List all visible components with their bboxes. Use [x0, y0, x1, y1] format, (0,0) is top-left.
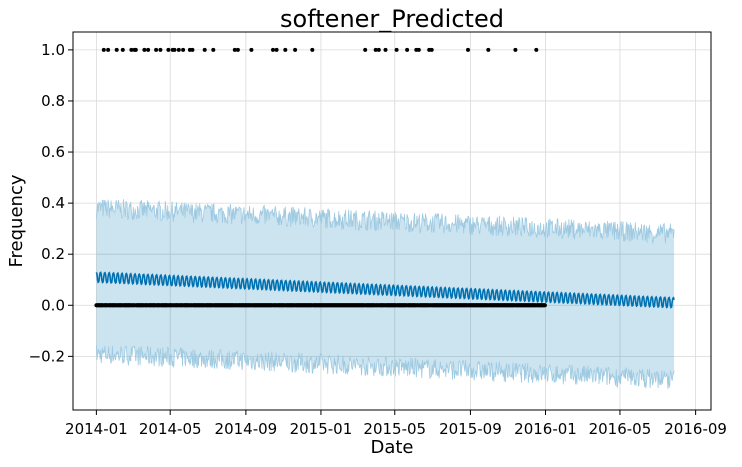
- x-tick-label: 2015-05: [363, 420, 426, 438]
- x-tick-label: 2015-01: [290, 420, 353, 438]
- observed-point: [133, 47, 138, 52]
- y-axis-label: Frequency: [6, 174, 27, 267]
- observed-point: [235, 47, 240, 52]
- observed-point: [211, 47, 216, 52]
- x-tick-label: 2014-05: [139, 420, 202, 438]
- observed-point: [293, 47, 298, 52]
- plot-area-frame: [72, 31, 712, 411]
- y-tick-label: 1.0: [41, 41, 65, 59]
- observed-point: [166, 47, 171, 52]
- observed-point: [486, 47, 491, 52]
- x-tick-label: 2015-09: [439, 420, 502, 438]
- observed-points: [94, 47, 547, 308]
- y-axis-ticks: −0.2 0.0 0.2 0.4 0.6 0.8 1.0: [29, 41, 73, 365]
- x-tick-label: 2016-01: [514, 420, 577, 438]
- observed-point: [513, 47, 518, 52]
- observed-point: [542, 303, 547, 308]
- observed-point: [129, 47, 134, 52]
- observed-point: [190, 47, 195, 52]
- x-tick-label: 2016-05: [589, 420, 652, 438]
- y-tick-label: 0.0: [41, 296, 65, 314]
- uncertainty-fill: [96, 199, 675, 389]
- observed-point: [429, 47, 434, 52]
- observed-point: [114, 47, 119, 52]
- observed-point: [146, 47, 151, 52]
- observed-point: [363, 47, 368, 52]
- observed-point: [249, 47, 254, 52]
- observed-point: [106, 47, 111, 52]
- observed-point: [202, 47, 207, 52]
- observed-point: [283, 47, 288, 52]
- observed-point: [120, 47, 125, 52]
- observed-point: [310, 47, 315, 52]
- observed-point: [154, 47, 159, 52]
- observed-point: [232, 47, 237, 52]
- observed-point: [383, 47, 388, 52]
- y-tick-label: 0.6: [41, 143, 65, 161]
- observed-point: [394, 47, 399, 52]
- observed-point: [466, 47, 470, 52]
- y-tick-label: 0.8: [41, 92, 65, 110]
- observed-point: [373, 47, 378, 52]
- observed-point: [172, 47, 177, 52]
- lower-bound-line: [96, 345, 675, 389]
- observed-point: [416, 47, 421, 52]
- x-tick-label: 2016-09: [664, 420, 727, 438]
- x-tick-label: 2014-09: [215, 420, 278, 438]
- forecast-line: [95, 271, 675, 309]
- forecast-line-path: [95, 271, 675, 309]
- x-axis-ticks: 2014-01 2014-05 2014-09 2015-01 2015-05 2015-…: [65, 410, 727, 438]
- observed-point: [405, 47, 410, 52]
- observed-point: [271, 47, 275, 52]
- observed-point: [142, 47, 147, 52]
- x-tick-label: 2014-01: [65, 420, 128, 438]
- x-axis-label: Date: [370, 437, 413, 458]
- observed-point: [274, 47, 279, 52]
- observed-point: [176, 47, 181, 52]
- chart-title: softener_Predicted: [280, 5, 504, 33]
- y-tick-label: 0.4: [41, 194, 65, 212]
- y-tick-label: −0.2: [29, 347, 65, 365]
- y-tick-label: 0.2: [41, 245, 65, 263]
- observed-point: [376, 47, 381, 52]
- observed-point: [181, 47, 186, 52]
- observed-point: [101, 47, 106, 52]
- observed-point: [158, 47, 163, 52]
- uncertainty-band: [96, 199, 675, 389]
- observed-point: [534, 47, 539, 52]
- upper-bound-line: [96, 199, 675, 245]
